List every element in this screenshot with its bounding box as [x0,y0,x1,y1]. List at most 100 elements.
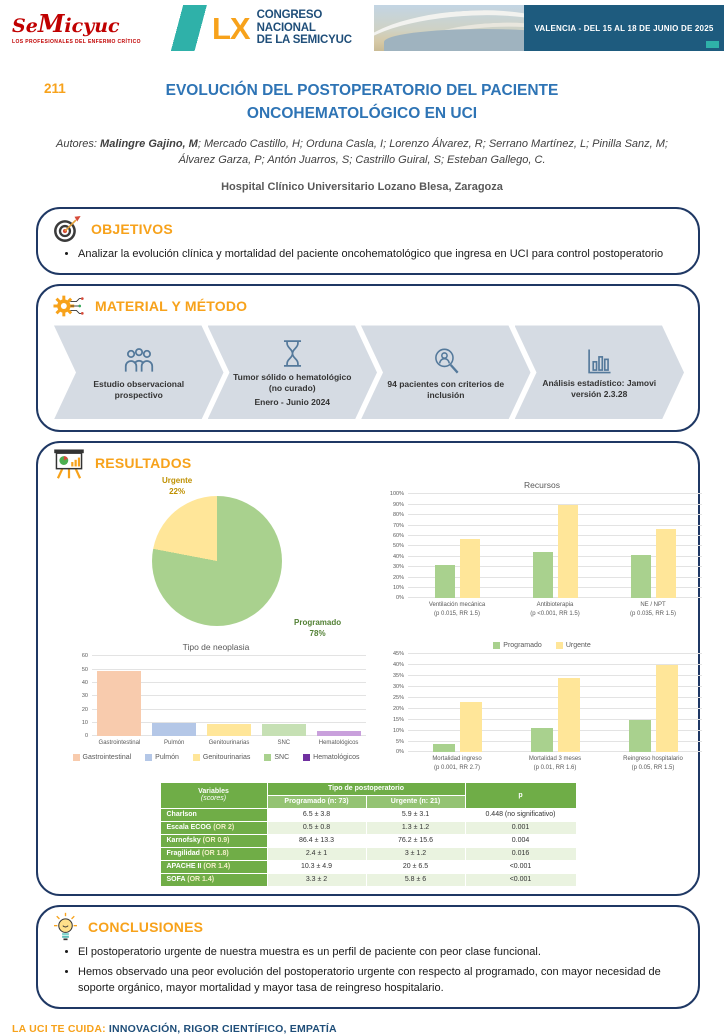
bar [532,551,553,599]
footer-tagline: LA UCI TE CUIDA: INNOVACIÓN, RIGOR CIENT… [12,1023,337,1035]
category-label: Gastrointestinal [98,740,141,747]
metodo-heading: MATERIAL Y MÉTODO [95,298,248,315]
table-cell: 3 ± 1.2 [365,846,466,861]
conclusion-item: El postoperatorio urgente de nuestra mue… [78,945,684,961]
table-cell: 20 ± 6.5 [365,859,466,874]
bar [459,539,480,599]
section-objetivos: OBJETIVOS Analizar la evolución clínica … [36,206,700,276]
bar-group [311,656,366,737]
legend-swatch [493,642,501,650]
bar [630,554,651,599]
tipo-neoplasia-bar-chart: Tipo de neoplasia 0 10 20 30 40 50 60 Gastrointe… [66,642,366,771]
semicyuc-logo: SeMicyuc LOS PROFESIONALES DEL ENFERMO C… [0,5,162,51]
col-group-postoperatorio: Tipo de postoperatorio [266,781,466,796]
objetivo-item: Analizar la evolución clínica y mortalid… [78,247,684,263]
congress-title-block: LX CONGRESO NACIONAL DE LA SEMICYUC [212,5,374,51]
step-pacientes: 94 pacientes con criterios de inclusión [361,325,531,419]
resultados-heading: RESULTADOS [95,455,192,472]
col-programado: Programado (n: 73) [266,794,367,809]
legend-swatch [192,753,200,761]
category-label: Pulmón [164,740,185,747]
chart-legend: Gastrointestinal Pulmón Genitourinarias SNC… [66,753,366,761]
congress-number: LX [212,10,251,46]
table-cell: 6.5 ± 3.8 [266,807,367,822]
table-cell: 0.001 [464,820,577,835]
bar [557,504,578,599]
results-table-body: Charlson 6.5 ± 3.8 5.9 ± 3.1 0.448 (no sign… [159,807,577,887]
category-label: Ventilación mecánica (p 0.015, RR 1.5) [428,602,486,617]
teal-flag-mark [706,41,719,48]
legend-swatch [303,753,311,761]
section-metodo: MATERIAL Y MÉTODO Estudio observacional … [36,284,700,433]
bar [261,724,306,737]
category-label: SNC [277,740,291,747]
table-cell: 0.004 [464,833,577,848]
semicyuc-logo-title: SeMicyuc [12,8,120,38]
pie-tipo-postoperatorio [152,496,282,627]
objetivos-heading: OBJETIVOS [91,220,173,237]
bar-group [604,654,702,753]
table-cell: 3.3 ± 2 [266,872,367,887]
bar [97,671,142,737]
presentation-chart-icon [54,449,84,479]
category-label: Antibioterapia (p <0.001, RR 1.5) [530,602,580,617]
pie-label-urgente: Urgente 22% [162,476,193,496]
bar-group [408,654,506,753]
venue-photo [374,5,524,51]
category-label: Mortalidad ingreso (p 0.001, RR 2.7) [432,756,482,771]
row-variable: Karnofsky (OR 0.9) [159,833,268,848]
bar [655,528,676,599]
row-variable: Charlson [159,807,268,822]
table-cell: 86.4 ± 13.3 [266,833,367,848]
bar-group [147,656,202,737]
row-variable: SOFA (OR 1.4) [159,872,268,887]
col-urgente: Urgente (n: 21) [365,794,466,809]
objetivos-bullets: Analizar la evolución clínica y mortalid… [78,247,684,263]
col-variables: Variables (scores) [159,781,268,809]
bar [434,565,455,599]
section-conclusiones: CONCLUSIONES El postoperatorio urgente d… [36,904,700,1010]
recursos-bar-chart: Recursos 0% 10% 20% 30% 40% 50% 60% 70% 80% 90% 100… [382,480,702,632]
category-label: Reingreso hospitalario (p 0.05, RR 1.5) [623,756,683,771]
title-block: 211 EVOLUCIÓN DEL POSTOPERATORIO DEL PAC… [0,79,724,126]
lightbulb-icon [54,912,77,940]
category-label: NE / NPT (p 0.035, RR 1.5) [629,602,677,617]
table-cell: 5.9 ± 3.1 [365,807,466,822]
bar [206,724,251,737]
section-resultados: RESULTADOS Programado 78% Urgente 22% Recur… [36,441,702,896]
method-steps: Estudio observacional prospectivo Tumor … [54,325,684,419]
gear-icon [53,296,84,317]
bar [628,719,651,753]
legend-swatch [264,753,272,761]
bar-group [604,494,702,599]
row-variable: Fragilidad (OR 1.8) [159,846,268,861]
table-cell: 2.4 ± 1 [266,846,367,861]
chart-title: Recursos [524,480,560,491]
first-author: Malingre Gajino, M [100,137,198,150]
bar [655,665,678,753]
conclusiones-heading: CONCLUSIONES [88,918,204,935]
evolucion-bar-chart: Programado Urgente 0% 5% 10% 15% 20% 25% 30% 35% 4… [382,640,702,771]
legend-swatch [145,753,153,761]
row-variable: Escala ECOG (OR 2) [159,820,268,835]
bar-chart-icon [585,347,613,375]
people-icon [121,346,157,376]
col-p: p [464,781,577,809]
teal-diagonal-stripe [162,5,212,51]
row-variable: APACHE II (OR 1.4) [159,859,268,874]
table-cell: 0.5 ± 0.8 [266,820,367,835]
bar-group [506,494,604,599]
table-cell: <0.001 [464,859,577,874]
table-cell: 1.3 ± 1.2 [365,820,466,835]
bar-group [92,656,147,737]
legend-swatch [72,753,80,761]
category-label: Mortalidad 3 meses (p 0.01, RR 1.6) [528,756,582,771]
conclusiones-bullets: El postoperatorio urgente de nuestra mue… [78,945,684,997]
table-cell: <0.001 [464,872,577,887]
hourglass-icon [280,338,305,369]
category-label: Hematológicos [318,740,359,747]
table-cell: 5.8 ± 6 [365,872,466,887]
bar [152,723,197,737]
variables-table: Variables (scores) Tipo de postoperatori… [159,781,577,887]
postoperatorio-pie-chart: Programado 78% Urgente 22% [52,476,382,638]
